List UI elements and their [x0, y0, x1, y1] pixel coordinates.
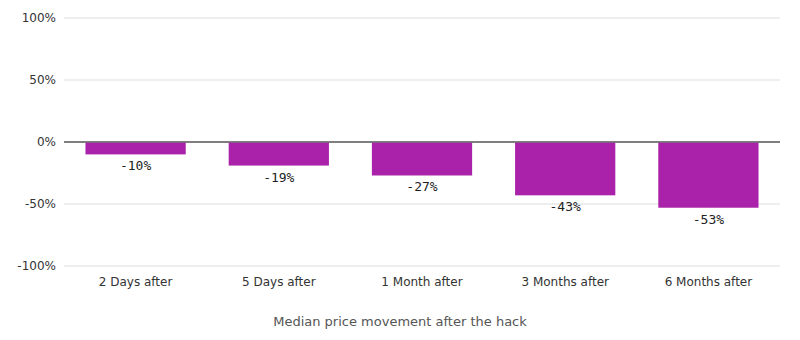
caption: Median price movement after the hack: [273, 314, 527, 329]
data-label: -10%: [120, 158, 151, 173]
zero-line: [64, 141, 780, 143]
y-tick-label: 100%: [22, 11, 56, 25]
data-labels: -10% -19% -27% -43% -53%: [120, 158, 724, 226]
y-tick-label: -100%: [17, 259, 56, 273]
data-label: -53%: [693, 212, 724, 227]
grid: [64, 18, 780, 266]
chart: -100% -50% 0% 50% 100% -10% -19% -27% -43% -53% 2 …: [0, 0, 800, 340]
y-tick-label: 0%: [37, 135, 56, 149]
data-label: -43%: [550, 199, 581, 214]
y-tick-label: 50%: [29, 73, 56, 87]
chart-container: -100% -50% 0% 50% 100% -10% -19% -27% -43% -53% 2 …: [0, 0, 800, 340]
x-axis: 2 Days after 5 Days after 1 Month after 3 M…: [99, 275, 752, 289]
x-tick-label: 3 Months after: [521, 275, 609, 289]
zero-line: [64, 141, 780, 143]
y-axis: -100% -50% 0% 50% 100%: [17, 11, 56, 273]
bar: [229, 142, 329, 166]
x-tick-label: 2 Days after: [99, 275, 173, 289]
grid-line: [64, 18, 780, 19]
data-label: -19%: [263, 170, 294, 185]
bar: [658, 142, 758, 208]
bar: [85, 142, 185, 154]
grid-line: [64, 80, 780, 81]
y-tick-label: -50%: [25, 197, 56, 211]
bar: [515, 142, 615, 195]
bar: [372, 142, 472, 175]
bars: [85, 142, 758, 208]
data-label: -27%: [406, 179, 437, 194]
x-tick-label: 1 Month after: [381, 275, 462, 289]
grid-line: [64, 266, 780, 267]
x-tick-label: 6 Months after: [665, 275, 753, 289]
x-tick-label: 5 Days after: [242, 275, 316, 289]
